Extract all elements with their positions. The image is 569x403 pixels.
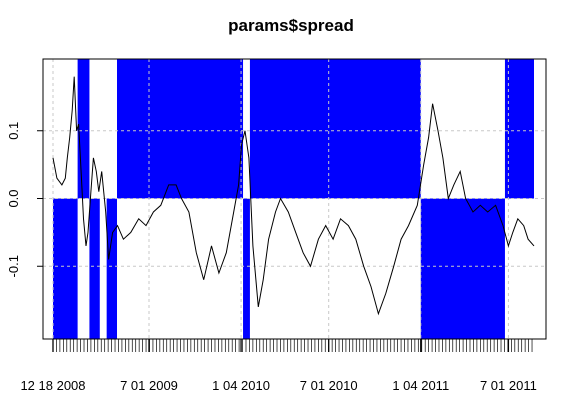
grid-lines (43, 59, 546, 339)
position-band-2 (89, 198, 100, 339)
x-tick-label-2: 1 04 2010 (212, 378, 270, 393)
series-line-0 (52, 76, 535, 316)
position-band-8 (504, 59, 534, 199)
series-lines (52, 76, 535, 316)
position-band-0 (53, 198, 78, 339)
position-band-6 (249, 59, 421, 199)
x-tick-label-0: 12 18 2008 (20, 378, 85, 393)
x-tick-label-4: 1 04 2011 (392, 378, 449, 393)
position-band-4 (117, 59, 244, 199)
chart-title: params$spread (228, 16, 354, 35)
position-bands (53, 59, 534, 339)
x-tick-label-3: 7 01 2010 (300, 378, 358, 393)
y-axis: -0.1 0.0 0.1 (6, 122, 43, 277)
y-tick-label-2: 0.1 (6, 122, 21, 140)
position-band-1 (77, 59, 90, 199)
x-tick-label-1: 7 01 2009 (120, 378, 178, 393)
position-band-5 (243, 198, 250, 339)
position-band-3 (106, 198, 118, 339)
y-tick-label-1: 0.0 (6, 189, 21, 207)
position-band-7 (420, 198, 505, 339)
y-tick-label-0: -0.1 (6, 255, 21, 277)
x-axis: 12 18 2008 7 01 2009 1 04 2010 7 01 2010 1 0… (20, 339, 537, 393)
x-tick-label-5: 7 01 2011 (480, 378, 537, 393)
